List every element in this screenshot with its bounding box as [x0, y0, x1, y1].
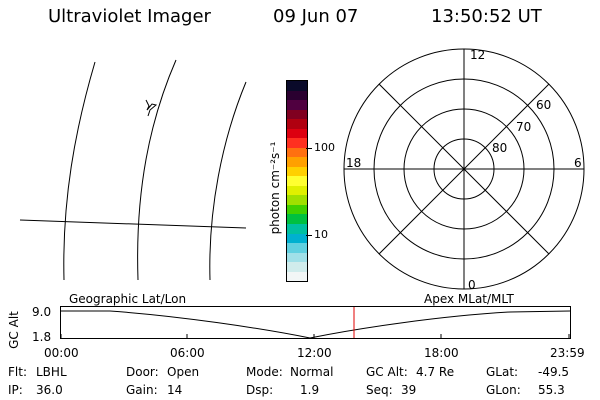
lat-label-80: 80	[492, 141, 507, 155]
colorbar-band	[287, 138, 307, 148]
colorbar-band	[287, 81, 307, 91]
gain-value: 14	[167, 383, 183, 397]
dsp-value: 1.9	[300, 383, 320, 397]
lat-label-60: 60	[536, 98, 551, 112]
colorbar-band	[287, 252, 307, 263]
colorbar-band	[287, 166, 307, 177]
colorbar-tick-100: 100	[314, 141, 335, 154]
colorbar-band	[287, 233, 307, 244]
colorbar-band	[287, 109, 307, 120]
time-label: 13:50:52 UT	[431, 6, 542, 27]
colorbar-band	[287, 204, 307, 215]
x-tick-1200: 12:00	[297, 346, 332, 360]
meridian-line	[137, 59, 177, 281]
flt-label: Flt:	[8, 365, 27, 379]
polar-mlt-plot: 12 18 6 0 60 70 80	[343, 48, 585, 292]
glat-value: -49.5	[538, 365, 570, 379]
lat-label-70: 70	[516, 120, 531, 134]
x-tick-1800: 18:00	[424, 346, 459, 360]
colorbar-unit-label: photon cm⁻²s⁻¹	[268, 141, 282, 235]
glat-label: GLat:	[486, 365, 519, 379]
door-value: Open	[167, 365, 200, 379]
door-label: Door:	[126, 365, 159, 379]
seq-value: 39	[401, 383, 417, 397]
mlt-label-0: 0	[468, 278, 476, 292]
altitude-y-top: 9.0	[32, 305, 52, 319]
coastline-mark	[145, 99, 158, 117]
seq-label: Seq:	[366, 383, 393, 397]
apex-title: Apex MLat/MLT	[424, 292, 514, 306]
altitude-plot	[60, 306, 571, 339]
colorbar-tick	[306, 148, 312, 149]
geographic-title: Geographic Lat/Lon	[69, 292, 187, 306]
colorbar-band	[287, 119, 307, 129]
glon-value: 55.3	[538, 383, 565, 397]
colorbar-band	[287, 262, 307, 272]
ip-value: 36.0	[36, 383, 63, 397]
x-tick-0600: 06:00	[170, 346, 205, 360]
instrument-title: Ultraviolet Imager	[48, 6, 211, 27]
mode-value: Normal	[290, 365, 334, 379]
gain-label: Gain:	[126, 383, 158, 397]
altitude-plot-frame	[60, 306, 571, 339]
colorbar-band	[287, 214, 307, 224]
gcalt-value: 4.7 Re	[416, 365, 455, 379]
flt-value: LBHL	[36, 365, 67, 379]
latitude-line	[19, 219, 247, 229]
colorbar-band	[287, 147, 307, 158]
colorbar-tick-10: 10	[314, 228, 328, 241]
meridian-line	[63, 61, 96, 281]
meridian-line	[209, 81, 247, 281]
altitude-axis-label: GC Alt	[7, 311, 21, 349]
colorbar-band	[287, 128, 307, 139]
mlt-diagonal	[378, 83, 550, 255]
mlt-label-18: 18	[346, 156, 361, 170]
colorbar-band	[287, 157, 307, 167]
colorbar-band	[287, 223, 307, 234]
gcalt-label: GC Alt:	[366, 365, 408, 379]
altitude-curve	[61, 310, 571, 339]
colorbar-band	[287, 90, 307, 101]
colorbar-band	[287, 271, 307, 282]
x-tick-0000: 00:00	[44, 346, 79, 360]
dsp-label: Dsp:	[246, 383, 274, 397]
x-tick-2359: 23:59	[550, 346, 585, 360]
colorbar-tick	[306, 235, 312, 236]
colorbar-band	[287, 176, 307, 186]
geographic-map-panel	[19, 59, 247, 281]
glon-label: GLon:	[486, 383, 521, 397]
mode-label: Mode:	[246, 365, 283, 379]
mlt-label-6: 6	[574, 156, 582, 170]
altitude-y-bottom: 1.8	[32, 330, 52, 344]
mlt-label-12: 12	[470, 48, 485, 62]
colorbar-band	[287, 100, 307, 110]
colorbar-band	[287, 195, 307, 205]
ip-label: IP:	[8, 383, 23, 397]
color-scale-bar	[286, 80, 308, 282]
date-label: 09 Jun 07	[273, 6, 359, 27]
colorbar-band	[287, 243, 307, 253]
colorbar-band	[287, 185, 307, 196]
